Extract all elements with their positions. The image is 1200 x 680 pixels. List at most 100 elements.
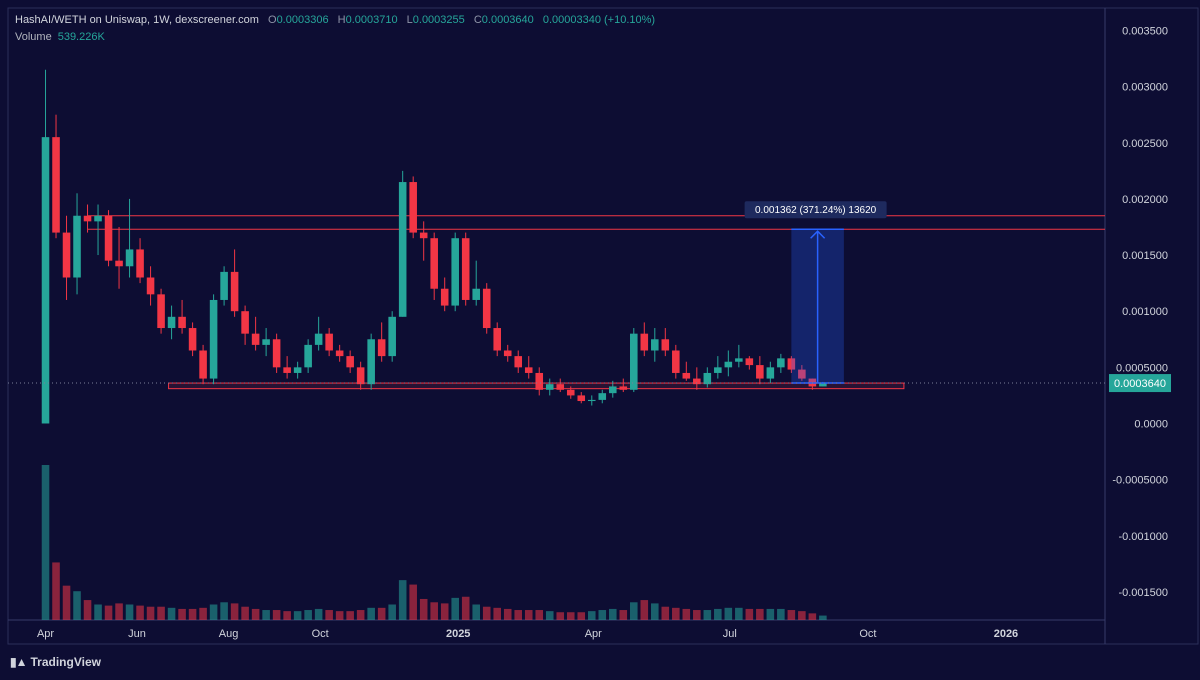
candle-body (472, 288, 480, 300)
volume-bar (241, 606, 249, 620)
volume-bar (482, 606, 491, 620)
candle-body (714, 367, 722, 373)
candle-body (388, 316, 396, 357)
volume-bar (724, 607, 733, 620)
price-tick-label: -0.001500 (1118, 587, 1168, 599)
volume-bar (125, 604, 134, 620)
candle-body (367, 339, 375, 385)
tradingview-brand[interactable]: ▮▲ TradingView (10, 655, 101, 669)
volume-bar (661, 606, 670, 620)
volume-bar (461, 596, 470, 620)
volume-bar (745, 608, 754, 620)
candle-body (598, 393, 607, 400)
volume-bar (514, 610, 523, 620)
volume-bar (587, 611, 596, 620)
volume-value: 539.226K (57, 31, 105, 43)
candle-body (661, 339, 670, 351)
volume-bar (503, 608, 512, 620)
volume-bar (566, 612, 575, 620)
volume-bar (314, 608, 323, 620)
volume-bar (83, 600, 92, 620)
volume-bar (440, 603, 449, 620)
candle-body (745, 358, 754, 366)
last-price-tag (1109, 374, 1171, 393)
volume-bar (272, 610, 281, 620)
volume-bar (220, 602, 228, 620)
time-axis[interactable]: Apr Jun Aug Oct 2025 Apr Jul Oct 2026 (37, 628, 1018, 640)
close-label: C (473, 14, 482, 26)
candle-body (482, 288, 491, 329)
candle-body (157, 294, 165, 329)
volume-bar (52, 562, 60, 620)
candle-body (188, 328, 197, 351)
volume-bar (209, 604, 218, 620)
volume-bar (714, 608, 722, 620)
volume-bar (735, 607, 743, 620)
price-axis[interactable]: 0.003500 0.003000 0.002500 0.002000 0.001500… (1112, 25, 1168, 598)
candle-body (314, 333, 323, 345)
volume-bar (419, 598, 428, 620)
volume-bar (493, 607, 502, 620)
volume-bar (188, 608, 197, 620)
candle-body (136, 249, 144, 278)
volume-bar (672, 607, 680, 620)
high-label: H (337, 14, 346, 26)
low-label: L (406, 14, 413, 26)
time-tick-label: Jul (723, 628, 737, 640)
candle-body (94, 215, 102, 222)
volume-bar (682, 608, 691, 620)
time-tick-label: 2025 (446, 628, 470, 640)
price-tick-label: 0.003000 (1122, 82, 1168, 94)
candle-body (514, 356, 523, 368)
volume-bar (693, 610, 701, 620)
candle-body (461, 238, 470, 300)
volume-bar (115, 603, 123, 620)
measure-label-text: 0.001362 (371.24%) 13620 (755, 205, 877, 216)
symbol-title[interactable]: HashAI/WETH on Uniswap, 1W, dexscreener.… (15, 14, 259, 26)
volume-bar (703, 610, 712, 620)
volume-bar (293, 611, 302, 620)
measure-tool-layer[interactable]: 0.001362 (371.24%) 13620 (744, 201, 887, 384)
volume-bar (798, 611, 806, 620)
volume-bar (346, 611, 354, 620)
candle-body (178, 316, 186, 329)
candle-body (430, 238, 438, 289)
candle-body (41, 137, 50, 424)
candle-body (524, 367, 533, 373)
price-tick-label: 0.003500 (1122, 25, 1168, 37)
candle-body (819, 383, 827, 387)
volume-bar (251, 608, 260, 620)
volume-bar (388, 604, 396, 620)
volume-bar (766, 608, 775, 620)
price-tick-label: 0.002000 (1122, 194, 1168, 206)
candle-body (104, 215, 113, 261)
volume-legend: Volume 539.226K (15, 31, 105, 43)
tradingview-logo-icon: ▮▲ (10, 655, 28, 669)
candle-body (115, 260, 123, 267)
candle-body (451, 238, 459, 306)
volume-bar (398, 580, 407, 620)
volume-bar (524, 610, 533, 620)
volume-bar (556, 612, 565, 620)
candle-body (493, 328, 502, 351)
candles-layer[interactable] (41, 69, 827, 424)
chart-legend: HashAI/WETH on Uniswap, 1W, dexscreener.… (15, 14, 655, 26)
candle-body (409, 182, 417, 233)
volume-bar (545, 611, 554, 620)
candle-body (220, 271, 228, 300)
volume-bar (577, 612, 586, 620)
volume-bar (409, 584, 417, 620)
brand-label: TradingView (30, 655, 101, 669)
measure-label-bg (744, 201, 887, 219)
high-value: 0.0003710 (345, 14, 398, 26)
measure-arrow-head-icon (810, 230, 826, 239)
candle-body (293, 367, 302, 373)
candle-body (682, 372, 691, 379)
volume-bar (136, 605, 144, 620)
volume-bar (335, 611, 344, 620)
candle-body (335, 350, 344, 357)
candle-body (167, 316, 176, 329)
candle-body (566, 389, 575, 396)
volume-bar (430, 602, 438, 620)
